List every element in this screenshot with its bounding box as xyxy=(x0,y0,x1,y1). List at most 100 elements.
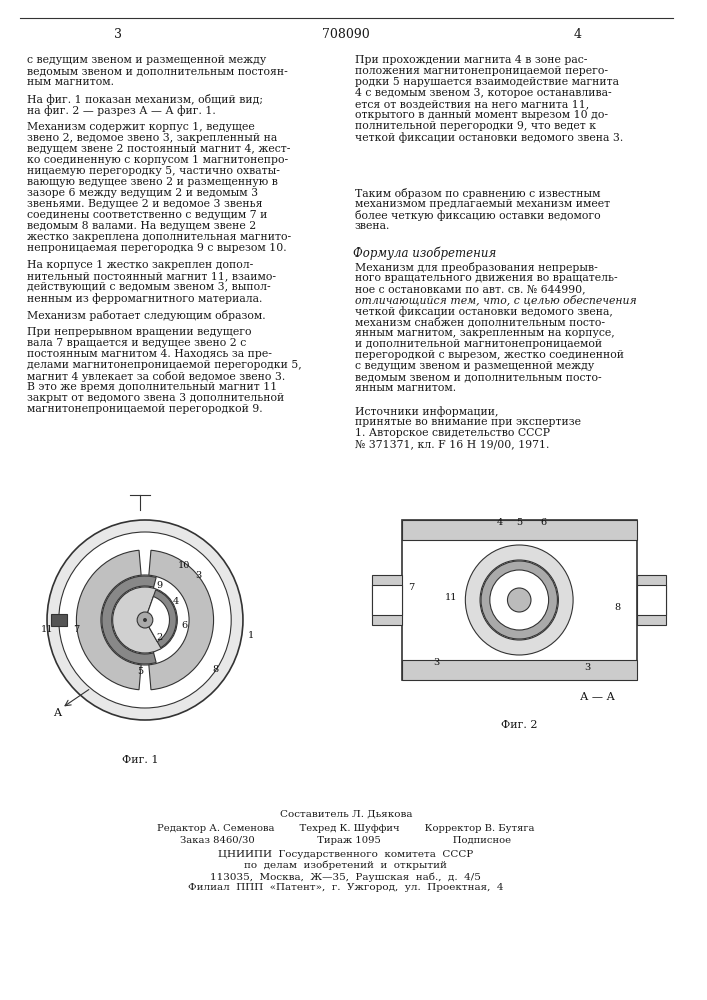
Text: ницаемую перегородку 5, частично охваты-: ницаемую перегородку 5, частично охваты- xyxy=(28,166,280,176)
Circle shape xyxy=(47,520,243,720)
Text: нительный постоянный магнит 11, взаимо-: нительный постоянный магнит 11, взаимо- xyxy=(28,271,276,281)
Text: 5: 5 xyxy=(516,518,522,527)
Text: отличающийся тем, что, с целью обеспечения: отличающийся тем, что, с целью обеспечен… xyxy=(355,295,636,306)
Text: 6: 6 xyxy=(181,620,187,630)
Text: 7: 7 xyxy=(409,583,414,592)
Wedge shape xyxy=(102,576,156,664)
Text: действующий с ведомым звеном 3, выпол-: действующий с ведомым звеном 3, выпол- xyxy=(28,282,271,292)
Text: магнитонепроницаемой перегородкой 9.: магнитонепроницаемой перегородкой 9. xyxy=(28,404,263,414)
Text: постоянным магнитом 4. Находясь за пре-: постоянным магнитом 4. Находясь за пре- xyxy=(28,349,272,359)
Text: делами магнитонепроницаемой перегородки 5,: делами магнитонепроницаемой перегородки … xyxy=(28,360,302,370)
Text: с ведущим звеном и размещенной между: с ведущим звеном и размещенной между xyxy=(28,55,267,65)
Text: Источники информации,: Источники информации, xyxy=(355,406,498,417)
Circle shape xyxy=(159,626,168,636)
Text: вала 7 вращается и ведущее звено 2 с: вала 7 вращается и ведущее звено 2 с xyxy=(28,338,247,348)
Text: Механизм работает следующим образом.: Механизм работает следующим образом. xyxy=(28,310,266,321)
Text: 3: 3 xyxy=(114,28,122,41)
Wedge shape xyxy=(112,586,153,654)
Circle shape xyxy=(481,561,557,639)
Text: янным магнитом.: янным магнитом. xyxy=(355,383,456,393)
Text: В это же время дополнительный магнит 11: В это же время дополнительный магнит 11 xyxy=(28,382,278,392)
Text: ведущем звене 2 постоянный магнит 4, жест-: ведущем звене 2 постоянный магнит 4, жес… xyxy=(28,144,291,154)
Text: При непрерывном вращении ведущего: При непрерывном вращении ведущего xyxy=(28,327,252,337)
Text: Заказ 8460/30                    Тираж 1095                       Подписное: Заказ 8460/30 Тираж 1095 Подписное xyxy=(180,836,511,845)
Bar xyxy=(373,575,402,625)
Text: № 371371, кл. F 16 Н 19/00, 1971.: № 371371, кл. F 16 Н 19/00, 1971. xyxy=(355,439,549,449)
Text: На корпусе 1 жестко закреплен допол-: На корпусе 1 жестко закреплен допол- xyxy=(28,260,254,270)
FancyBboxPatch shape xyxy=(51,614,66,626)
Text: При прохождении магнита 4 в зоне рас-: При прохождении магнита 4 в зоне рас- xyxy=(355,55,587,65)
Text: на фиг. 2 — разрез А — А фиг. 1.: на фиг. 2 — разрез А — А фиг. 1. xyxy=(28,105,216,116)
Bar xyxy=(637,575,666,625)
Text: 11: 11 xyxy=(445,593,457,602)
Circle shape xyxy=(112,587,177,653)
Text: с ведущим звеном и размещенной между: с ведущим звеном и размещенной между xyxy=(355,361,594,371)
Text: 5: 5 xyxy=(137,668,143,676)
Text: открытого в данный момент вырезом 10 до-: открытого в данный момент вырезом 10 до- xyxy=(355,110,607,120)
Text: более четкую фиксацию оставки ведомого: более четкую фиксацию оставки ведомого xyxy=(355,210,600,221)
Circle shape xyxy=(143,618,147,622)
Text: 113035,  Москва,  Ж—35,  Раушская  наб.,  д.  4/5: 113035, Москва, Ж—35, Раушская наб., д. … xyxy=(211,872,481,882)
Text: 1. Авторское свидетельство СССР: 1. Авторское свидетельство СССР xyxy=(355,428,549,438)
Text: механизмом предлагаемый механизм имеет: механизмом предлагаемый механизм имеет xyxy=(355,199,609,209)
Text: перегородкой с вырезом, жестко соединенной: перегородкой с вырезом, жестко соединенн… xyxy=(355,350,624,360)
Wedge shape xyxy=(145,550,214,690)
Text: янным магнитом, закрепленным на корпусе,: янным магнитом, закрепленным на корпусе, xyxy=(355,328,614,338)
Text: жестко закреплена дополнительная магнито-: жестко закреплена дополнительная магнито… xyxy=(28,232,291,242)
Text: 4: 4 xyxy=(496,518,503,527)
Text: ного вращательного движения во вращатель-: ного вращательного движения во вращатель… xyxy=(355,273,617,283)
Text: четкой фиксации остановки ведомого звена 3.: четкой фиксации остановки ведомого звена… xyxy=(355,132,623,143)
Text: ЦНИИПИ  Государственного  комитета  СССР: ЦНИИПИ Государственного комитета СССР xyxy=(218,850,474,859)
Text: ведомым 8 валами. На ведущем звене 2: ведомым 8 валами. На ведущем звене 2 xyxy=(28,221,257,231)
Text: 4 с ведомым звеном 3, которое останавлива-: 4 с ведомым звеном 3, которое останавлив… xyxy=(355,88,612,98)
Text: положения магнитонепроницаемой перего-: положения магнитонепроницаемой перего- xyxy=(355,66,607,76)
Text: Таким образом по сравнению с известным: Таким образом по сравнению с известным xyxy=(355,188,600,199)
Text: 2: 2 xyxy=(156,634,163,643)
Text: зазоре 6 между ведущим 2 и ведомым 3: зазоре 6 между ведущим 2 и ведомым 3 xyxy=(28,188,259,198)
Text: родки 5 нарушается взаимодействие магнита: родки 5 нарушается взаимодействие магнит… xyxy=(355,77,619,87)
Text: принятые во внимание при экспертизе: принятые во внимание при экспертизе xyxy=(355,417,580,427)
Text: закрыт от ведомого звена 3 дополнительной: закрыт от ведомого звена 3 дополнительно… xyxy=(28,393,285,403)
Text: четкой фиксации остановки ведомого звена,: четкой фиксации остановки ведомого звена… xyxy=(355,306,612,317)
Text: звена.: звена. xyxy=(355,221,390,231)
Circle shape xyxy=(465,545,573,655)
Text: Редактор А. Семенова        Техред К. Шуффич        Корректор В. Бутяга: Редактор А. Семенова Техред К. Шуффич Ко… xyxy=(157,824,534,833)
Text: 10: 10 xyxy=(178,560,190,570)
Text: 3: 3 xyxy=(433,658,439,667)
Text: механизм снабжен дополнительным посто-: механизм снабжен дополнительным посто- xyxy=(355,317,604,328)
Text: ко соединенную с корпусом 1 магнитонепро-: ко соединенную с корпусом 1 магнитонепро… xyxy=(28,155,288,165)
Text: вающую ведущее звено 2 и размещенную в: вающую ведущее звено 2 и размещенную в xyxy=(28,177,279,187)
Circle shape xyxy=(137,612,153,628)
Text: соединены соответственно с ведущим 7 и: соединены соответственно с ведущим 7 и xyxy=(28,210,268,220)
Circle shape xyxy=(480,560,559,640)
Text: Механизм для преобразования непрерыв-: Механизм для преобразования непрерыв- xyxy=(355,262,597,273)
Circle shape xyxy=(490,570,549,630)
Text: 9: 9 xyxy=(157,580,163,589)
Circle shape xyxy=(508,588,531,612)
Text: полнительной перегородки 9, что ведет к: полнительной перегородки 9, что ведет к xyxy=(355,121,596,131)
Text: ненным из ферромагнитного материала.: ненным из ферромагнитного материала. xyxy=(28,293,263,304)
Bar xyxy=(402,660,637,680)
Text: 3: 3 xyxy=(196,570,202,580)
Bar xyxy=(402,520,637,680)
Text: ное с остановками по авт. св. № 644990,: ное с остановками по авт. св. № 644990, xyxy=(355,284,585,294)
Text: и дополнительной магнитонепроницаемой: и дополнительной магнитонепроницаемой xyxy=(355,339,602,349)
Text: звеньями. Ведущее 2 и ведомое 3 звенья: звеньями. Ведущее 2 и ведомое 3 звенья xyxy=(28,199,263,209)
Text: Механизм содержит корпус 1, ведущее: Механизм содержит корпус 1, ведущее xyxy=(28,122,255,132)
Text: На фиг. 1 показан механизм, общий вид;: На фиг. 1 показан механизм, общий вид; xyxy=(28,94,264,105)
Text: 8: 8 xyxy=(213,666,218,674)
Text: звено 2, ведомое звено 3, закрепленный на: звено 2, ведомое звено 3, закрепленный н… xyxy=(28,133,278,143)
Circle shape xyxy=(59,532,231,708)
Text: Фиг. 1: Фиг. 1 xyxy=(122,755,158,765)
Text: 1: 1 xyxy=(247,631,254,640)
Text: 3: 3 xyxy=(585,663,591,672)
Text: А — А: А — А xyxy=(580,692,615,702)
Wedge shape xyxy=(145,590,176,648)
Text: ным магнитом.: ным магнитом. xyxy=(28,77,115,87)
Text: 708090: 708090 xyxy=(322,28,370,41)
Text: A: A xyxy=(53,708,61,718)
Text: по  делам  изобретений  и  открытий: по делам изобретений и открытий xyxy=(245,861,448,870)
Circle shape xyxy=(101,575,189,665)
Wedge shape xyxy=(76,550,145,690)
Text: магнит 4 увлекает за собой ведомое звено 3.: магнит 4 увлекает за собой ведомое звено… xyxy=(28,371,286,382)
